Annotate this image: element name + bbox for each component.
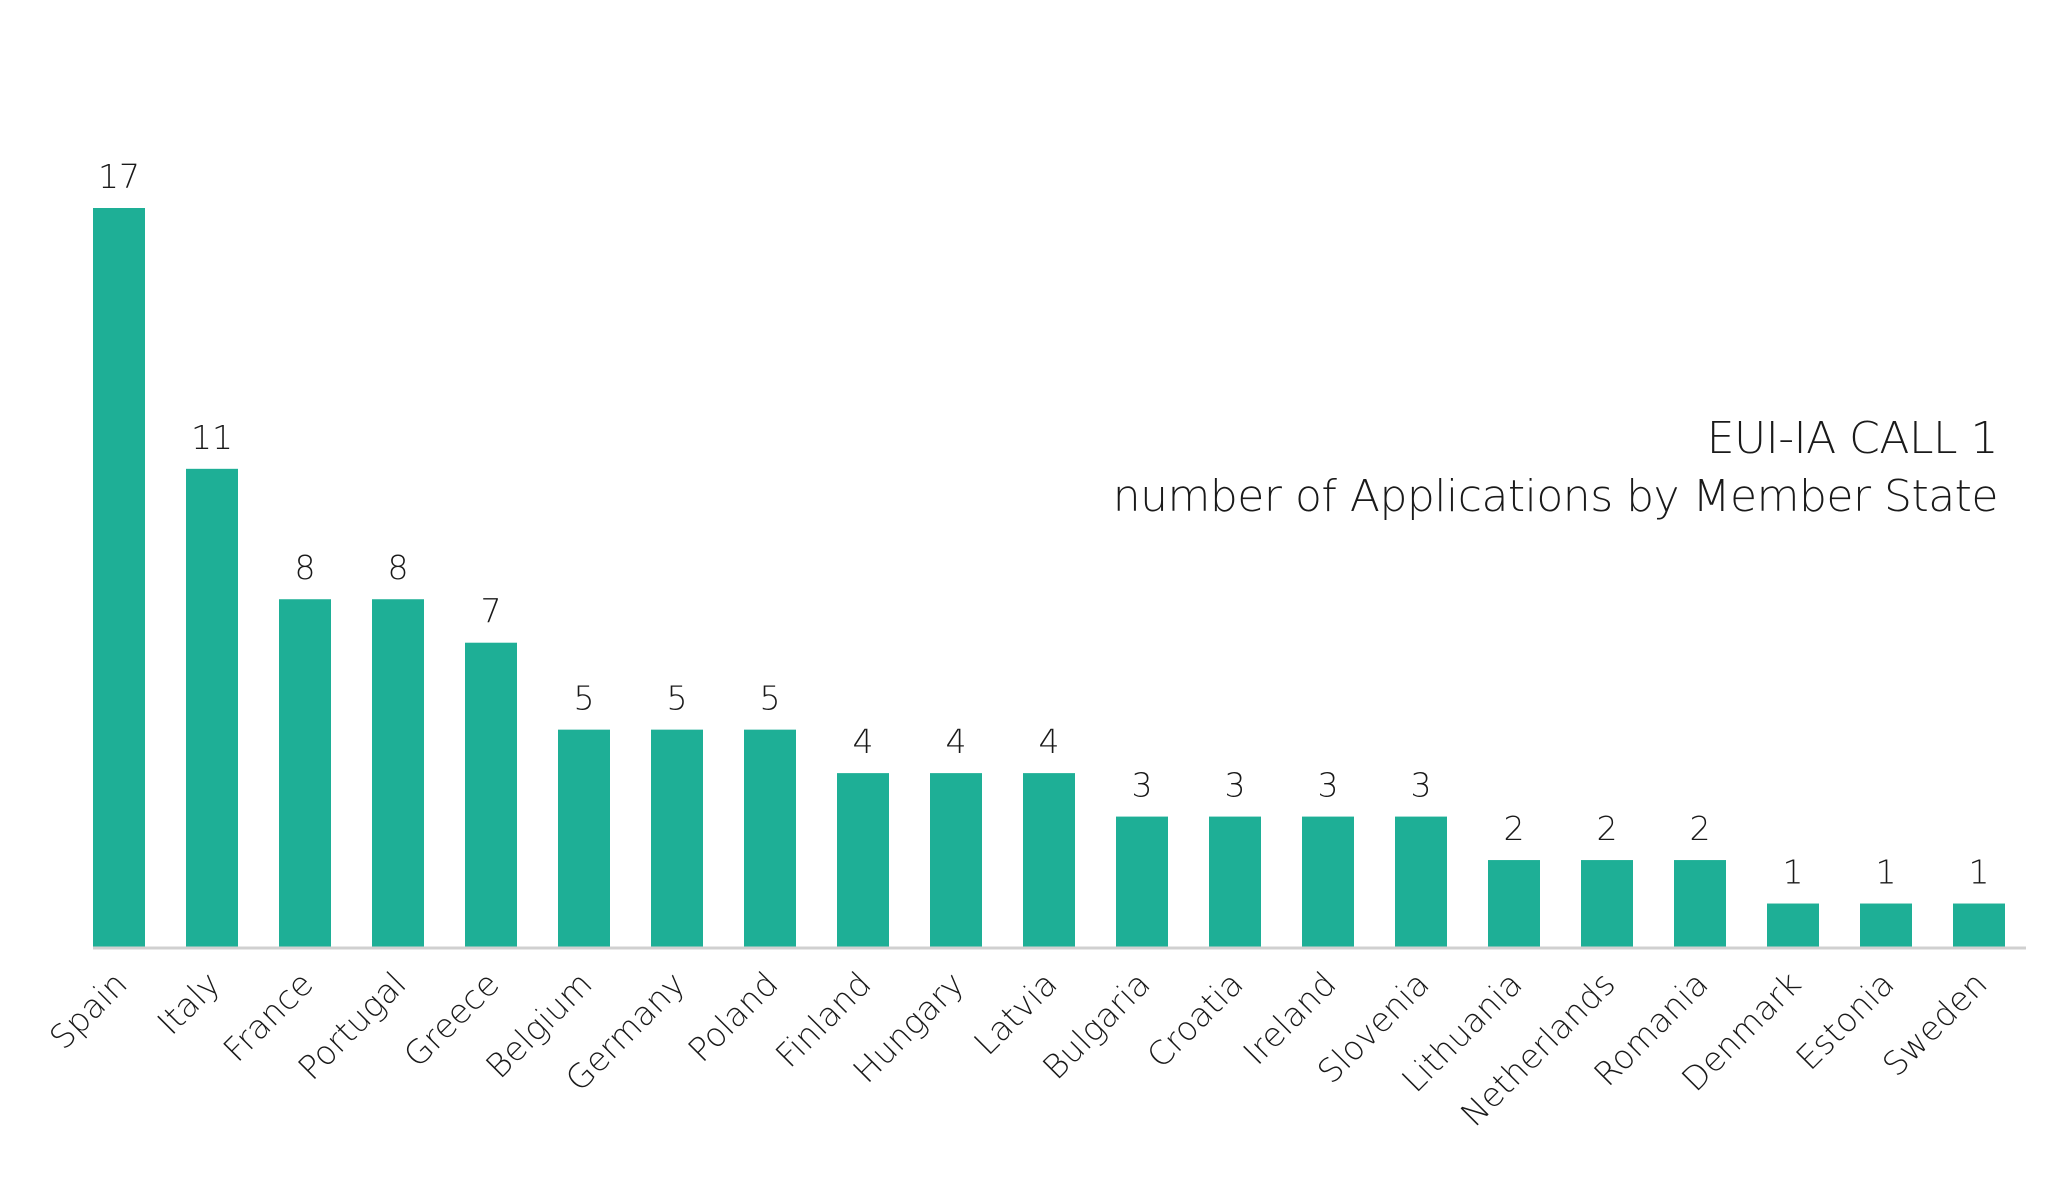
data-label-germany: 5 bbox=[667, 679, 688, 718]
data-label-slovenia: 3 bbox=[1411, 766, 1432, 805]
data-label-finland: 4 bbox=[853, 722, 874, 761]
x-tick-labels-group: Spain ItalyFrancePortugalGreeceBelgiumGer… bbox=[42, 964, 1995, 1134]
x-tick-label-croatia: Croatia bbox=[1139, 964, 1250, 1075]
data-label-portugal: 8 bbox=[388, 548, 409, 587]
data-label-poland: 5 bbox=[760, 679, 781, 718]
bar-portugal bbox=[372, 599, 424, 947]
chart-title-block: EUI-IA CALL 1 number of Applications by … bbox=[1112, 410, 1999, 526]
bar-poland bbox=[744, 729, 796, 947]
bar-spain bbox=[93, 208, 145, 947]
bar-italy bbox=[186, 468, 238, 947]
bar-ireland bbox=[1302, 816, 1354, 947]
bar-france bbox=[279, 599, 331, 947]
chart-title: EUI-IA CALL 1 bbox=[1706, 413, 1999, 464]
bars-group bbox=[93, 208, 2005, 947]
bar-estonia bbox=[1860, 903, 1912, 947]
data-label-lithuania: 2 bbox=[1504, 809, 1525, 848]
bar-croatia bbox=[1209, 816, 1261, 947]
chart-subtitle: number of Applications by Member State bbox=[1112, 471, 1999, 522]
bar-slovenia bbox=[1395, 816, 1447, 947]
data-label-ireland: 3 bbox=[1318, 766, 1339, 805]
data-label-greece: 7 bbox=[481, 592, 502, 631]
bar-romania bbox=[1674, 860, 1726, 947]
bar-netherlands bbox=[1581, 860, 1633, 947]
data-label-denmark: 1 bbox=[1783, 853, 1804, 892]
bar-sweden bbox=[1953, 903, 2005, 947]
data-label-hungary: 4 bbox=[946, 722, 967, 761]
bar-denmark bbox=[1767, 903, 1819, 947]
bar-bulgaria bbox=[1116, 816, 1168, 947]
bar-latvia bbox=[1023, 773, 1075, 947]
bar-germany bbox=[651, 729, 703, 947]
x-tick-label-poland: Poland bbox=[680, 964, 785, 1069]
data-label-sweden: 1 bbox=[1969, 853, 1990, 892]
data-label-spain: 17 bbox=[98, 157, 140, 196]
bar-finland bbox=[837, 773, 889, 947]
data-label-romania: 2 bbox=[1690, 809, 1711, 848]
data-label-latvia: 4 bbox=[1039, 722, 1060, 761]
data-label-estonia: 1 bbox=[1876, 853, 1897, 892]
x-tick-label-spain: Spain bbox=[42, 964, 135, 1057]
bar-lithuania bbox=[1488, 860, 1540, 947]
bar-belgium bbox=[558, 729, 610, 947]
data-label-belgium: 5 bbox=[574, 679, 595, 718]
data-label-croatia: 3 bbox=[1225, 766, 1246, 805]
bar-hungary bbox=[930, 773, 982, 947]
x-tick-label-italy: Italy bbox=[149, 964, 227, 1042]
x-tick-label-sweden: Sweden bbox=[1875, 964, 1995, 1084]
data-label-italy: 11 bbox=[191, 418, 233, 457]
data-label-france: 8 bbox=[295, 548, 316, 587]
data-label-bulgaria: 3 bbox=[1132, 766, 1153, 805]
data-label-netherlands: 2 bbox=[1597, 809, 1618, 848]
bar-greece bbox=[465, 642, 517, 947]
